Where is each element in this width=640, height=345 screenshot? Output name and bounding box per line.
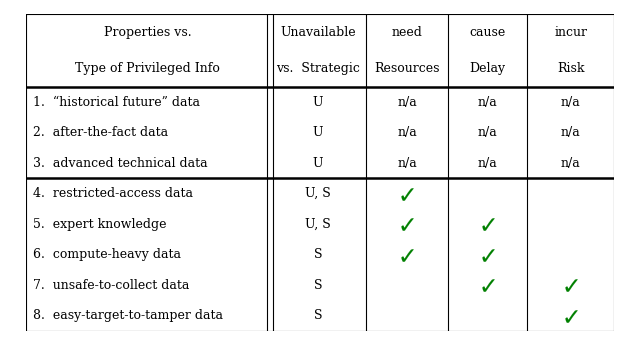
Text: n/a: n/a [397,96,417,109]
Text: U: U [313,157,323,170]
Text: 6.  compute-heavy data: 6. compute-heavy data [33,248,180,261]
Text: 1.  “historical future” data: 1. “historical future” data [33,96,200,109]
Text: 3.  advanced technical data: 3. advanced technical data [33,157,207,170]
Text: S: S [314,309,322,323]
Text: n/a: n/a [561,157,580,170]
Text: Resources: Resources [374,62,440,75]
Text: 8.  easy-target-to-tamper data: 8. easy-target-to-tamper data [33,309,223,323]
Text: need: need [392,26,422,39]
Text: n/a: n/a [478,96,498,109]
Text: U, S: U, S [305,187,331,200]
Text: Delay: Delay [470,62,506,75]
Text: n/a: n/a [478,126,498,139]
Text: n/a: n/a [478,157,498,170]
Text: 5.  expert knowledge: 5. expert knowledge [33,218,166,231]
Text: n/a: n/a [397,157,417,170]
Text: Properties vs.: Properties vs. [104,26,191,39]
Text: n/a: n/a [561,126,580,139]
Text: 4.  restricted-access data: 4. restricted-access data [33,187,193,200]
Text: n/a: n/a [561,96,580,109]
Text: n/a: n/a [397,126,417,139]
Text: U: U [313,96,323,109]
Text: vs.  Strategic: vs. Strategic [276,62,360,75]
Text: S: S [314,279,322,292]
Text: Type of Privileged Info: Type of Privileged Info [76,62,220,75]
Text: Unavailable: Unavailable [280,26,356,39]
Text: U, S: U, S [305,218,331,231]
Text: incur: incur [554,26,588,39]
Text: cause: cause [470,26,506,39]
Text: 7.  unsafe-to-collect data: 7. unsafe-to-collect data [33,279,189,292]
Text: U: U [313,126,323,139]
Text: Risk: Risk [557,62,584,75]
Text: S: S [314,248,322,261]
Text: 2.  after-the-fact data: 2. after-the-fact data [33,126,168,139]
